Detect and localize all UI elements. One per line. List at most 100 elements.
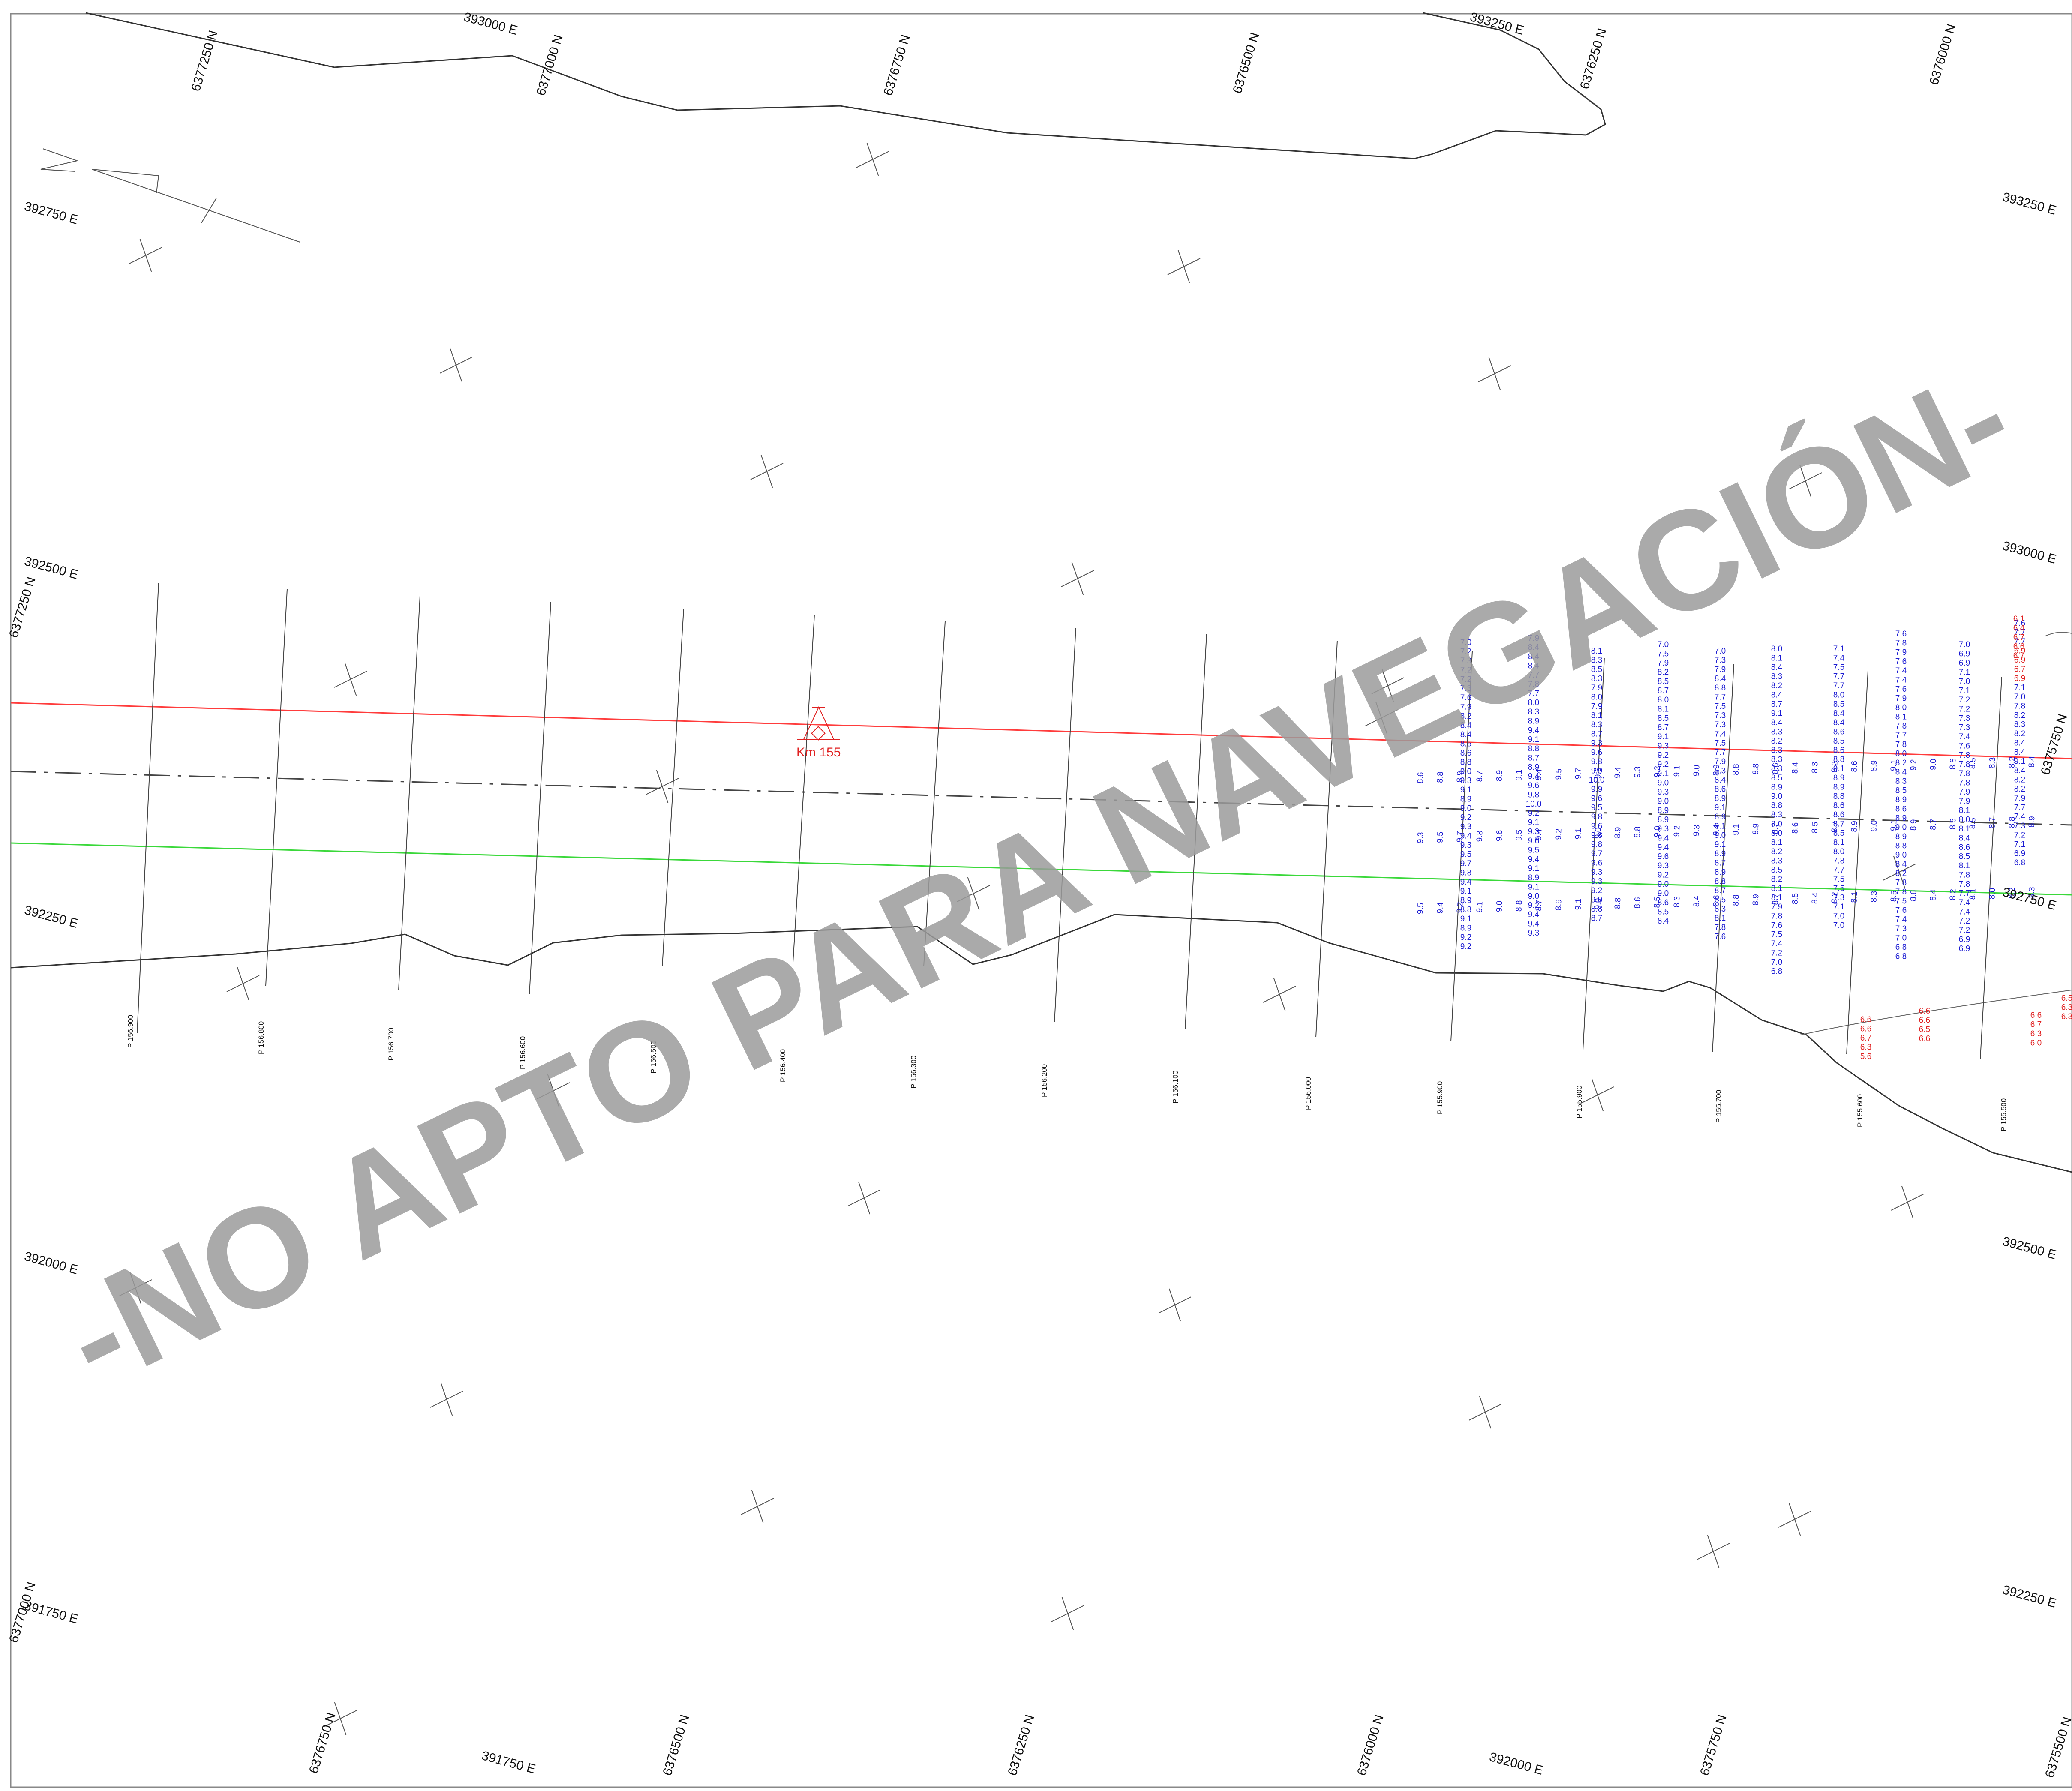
sounding-value: 7.5 xyxy=(1715,702,1726,711)
sounding-value: 9.0 xyxy=(1692,765,1702,776)
sounding-value: 7.0 xyxy=(1959,677,1970,686)
sounding-value: 9.1 xyxy=(1460,887,1471,896)
shallow-sounding-value: 6.3 xyxy=(2030,1029,2042,1038)
sounding-value: 7.3 xyxy=(1715,711,1726,720)
sounding-value: 8.4 xyxy=(1959,834,1970,843)
sounding-value: 8.2 xyxy=(1895,869,1907,878)
sounding-value: 9.1 xyxy=(1460,786,1471,795)
sounding-value: 8.5 xyxy=(1833,700,1844,709)
sounding-value: 9.3 xyxy=(1528,828,1539,837)
sounding-value: 9.2 xyxy=(1460,813,1471,822)
sounding-value: 7.8 xyxy=(1959,871,1970,880)
sounding-value: 7.3 xyxy=(1895,924,1907,933)
sounding-value: 8.4 xyxy=(1895,768,1907,777)
grid-cross xyxy=(1061,1597,1074,1630)
sounding-value: 7.2 xyxy=(1959,696,1970,705)
sounding-value: 8.4 xyxy=(1658,917,1669,926)
sounding-value: 8.3 xyxy=(1771,810,1782,819)
sounding-value: 8.8 xyxy=(1715,684,1726,693)
sounding-value: 7.0 xyxy=(1959,640,1970,649)
sounding-value: 9.3 xyxy=(1591,868,1602,877)
sounding-value: 9.0 xyxy=(1658,889,1669,898)
sounding-value: 8.3 xyxy=(1528,708,1539,717)
sounding-value: 9.4 xyxy=(1460,878,1472,887)
sounding-value: 9.6 xyxy=(1495,830,1504,841)
sounding-value: 8.3 xyxy=(1771,857,1782,866)
sounding-value: 7.4 xyxy=(1715,730,1726,739)
grid-cross xyxy=(866,143,879,176)
sounding-value: 10.0 xyxy=(1589,776,1605,785)
grid-cross xyxy=(1381,669,1394,702)
sounding-value: 9.3 xyxy=(1460,822,1471,831)
section-label: P 155.900 xyxy=(1436,1081,1444,1114)
sounding-value: 9.6 xyxy=(1528,781,1539,790)
sounding-value: 9.1 xyxy=(1732,824,1741,835)
depth-contour xyxy=(2044,632,2072,637)
grid-cross xyxy=(858,1181,871,1215)
sounding-value: 7.5 xyxy=(1833,663,1844,672)
sounding-value: 8.8 xyxy=(1528,744,1539,753)
section-label: P 156.000 xyxy=(1304,1077,1312,1110)
sounding-value: 8.6 xyxy=(1715,785,1726,794)
sounding-value: 8.7 xyxy=(1929,819,1938,830)
sounding-value: 6.9 xyxy=(2014,674,2025,683)
sounding-value: 7.1 xyxy=(2014,684,2025,693)
shallow-sounding-value: 6.0 xyxy=(2030,1039,2042,1048)
sounding-value: 8.2 xyxy=(2014,785,2025,794)
sounding-value: 8.4 xyxy=(1460,721,1472,730)
sounding-value: 8.8 xyxy=(1833,792,1844,801)
sounding-value: 9.0 xyxy=(1460,767,1471,776)
sounding-value: 7.4 xyxy=(1959,908,1970,917)
sounding-value: 7.0 xyxy=(1833,912,1844,921)
sounding-value: 6.9 xyxy=(1959,650,1970,659)
cross-section-line xyxy=(137,582,159,1033)
sounding-value: 7.1 xyxy=(1833,903,1844,912)
sounding-value: 9.3 xyxy=(1658,742,1669,751)
sounding-value: 9.4 xyxy=(1658,834,1669,843)
sounding-value: 7.8 xyxy=(1895,639,1907,648)
km-label: Km 155 xyxy=(796,745,841,759)
sounding-value: 8.9 xyxy=(1833,774,1844,783)
sounding-value: 7.5 xyxy=(1715,739,1726,748)
northing-label: 6376750 N xyxy=(306,1711,338,1775)
easting-label: 393000 E xyxy=(2001,539,2058,567)
sounding-value: 8.1 xyxy=(1658,705,1669,714)
sounding-value: 7.4 xyxy=(1895,915,1907,924)
sounding-value: 8.9 xyxy=(1715,813,1726,822)
sounding-value: 9.5 xyxy=(1436,831,1445,843)
sounding-value: 9.1 xyxy=(1889,759,1899,771)
shallow-sounding-value: 6.6 xyxy=(1919,1007,1930,1016)
sounding-value: 7.7 xyxy=(1895,731,1907,740)
easting-label: 392000 E xyxy=(1488,1750,1545,1778)
section-label: P 156.500 xyxy=(649,1041,658,1074)
sounding-value: 8.7 xyxy=(1715,859,1726,868)
north-arrow-icon xyxy=(40,148,79,172)
sounding-value: 6.9 xyxy=(1959,659,1970,668)
sounding-value: 8.6 xyxy=(1416,772,1426,783)
sounding-value: 8.8 xyxy=(1949,758,1958,770)
sounding-value: 9.6 xyxy=(1591,794,1602,803)
sounding-value: 8.3 xyxy=(1771,728,1782,737)
northing-label: 6376500 N xyxy=(1230,31,1262,95)
sounding-value: 6.9 xyxy=(2014,849,2025,858)
sounding-value: 9.5 xyxy=(1528,846,1539,855)
sounding-value: 8.4 xyxy=(1528,652,1540,661)
sounding-value: 9.0 xyxy=(1771,792,1782,801)
sounding-value: 7.2 xyxy=(1460,648,1471,657)
sounding-value: 8.1 xyxy=(1959,825,1970,834)
sounding-value: 8.5 xyxy=(1658,714,1669,723)
sounding-value: 9.2 xyxy=(1673,825,1682,837)
cross-section-line xyxy=(1054,627,1076,1023)
sounding-value: 9.0 xyxy=(1460,804,1471,813)
sounding-value: 9.0 xyxy=(1658,797,1669,806)
sounding-value: 8.9 xyxy=(1850,821,1859,832)
sounding-value: 9.3 xyxy=(1633,766,1643,778)
sounding-value: 6.9 xyxy=(1959,935,1970,944)
sounding-value: 9.2 xyxy=(1658,871,1669,880)
cross-section-line xyxy=(662,608,684,967)
grid-cross xyxy=(656,770,669,803)
sounding-value: 8.4 xyxy=(1528,643,1540,652)
sounding-value: 9.0 xyxy=(1528,892,1539,901)
sounding-value: 6.9 xyxy=(1959,945,1970,954)
sounding-value: 6.8 xyxy=(1895,943,1907,952)
